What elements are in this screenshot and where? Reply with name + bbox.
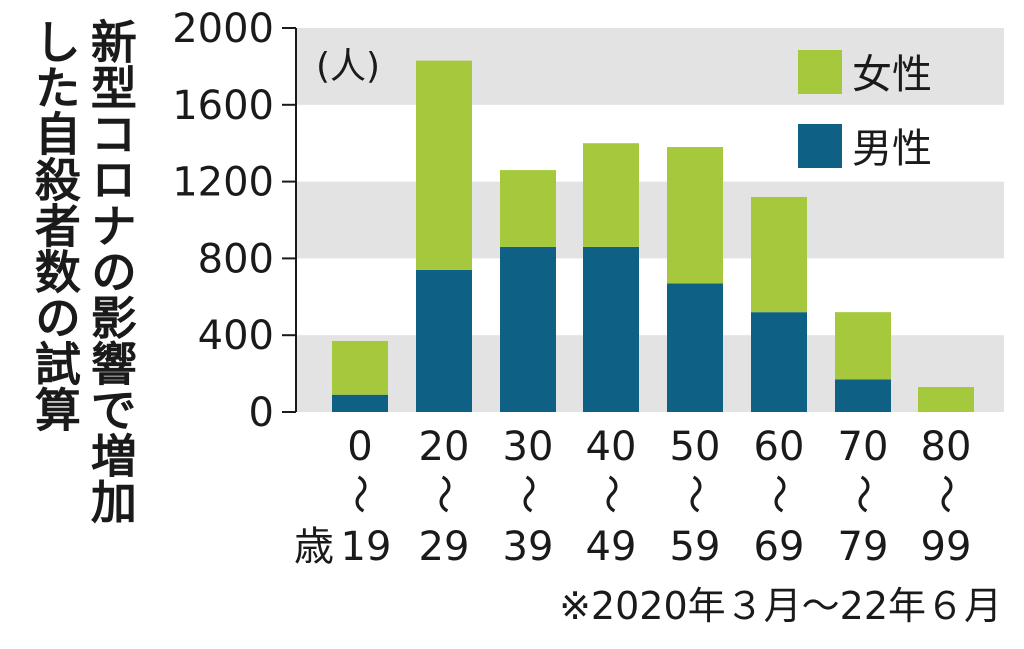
bar-male	[583, 246, 639, 412]
bar-male	[416, 269, 472, 412]
legend-label: 女性	[852, 52, 932, 98]
chart-title-line1: 新型コロナの影響で増加	[83, 18, 138, 524]
x-tick-label-bottom: 79	[838, 524, 889, 570]
x-tick-label-bottom: 19	[341, 524, 392, 570]
bar-female	[751, 196, 807, 313]
bar-female	[500, 170, 556, 247]
bar-male	[835, 379, 891, 412]
x-tick-label-bottom: 29	[419, 524, 470, 570]
x-tick-label-sep: 〜	[755, 474, 801, 514]
x-tick-label-bottom: 59	[670, 524, 721, 570]
x-tick-label-sep: 〜	[504, 474, 550, 514]
legend-label: 男性	[852, 126, 932, 172]
x-tick-label-sep: 〜	[420, 474, 466, 514]
x-tick-label-top: 80	[921, 424, 972, 470]
bar-male	[751, 312, 807, 412]
x-tick-label-bottom: 39	[503, 524, 554, 570]
grid-band	[296, 335, 1004, 412]
bar-female	[416, 60, 472, 270]
legend-swatch	[798, 50, 842, 94]
x-tick-label-bottom: 99	[921, 524, 972, 570]
x-tick-label-sep: 〜	[671, 474, 717, 514]
bar-female	[667, 147, 723, 284]
y-tick-label: 0	[249, 390, 274, 436]
x-tick-label-sep: 〜	[922, 474, 968, 514]
legend-swatch	[798, 124, 842, 168]
x-tick-label-top: 60	[754, 424, 805, 470]
x-tick-label-bottom: 49	[586, 524, 637, 570]
x-tick-label-top: 30	[503, 424, 554, 470]
x-tick-label-top: 50	[670, 424, 721, 470]
y-unit-label: (人)	[316, 46, 380, 87]
x-tick-label-top: 0	[347, 424, 372, 470]
x-tick-label-top: 40	[586, 424, 637, 470]
x-axis-unit-label: 歳	[294, 524, 334, 570]
grid-band	[296, 181, 1004, 259]
y-tick-label: 1600	[172, 83, 274, 129]
y-tick-label: 800	[198, 236, 274, 282]
y-tick-label: 2000	[172, 6, 274, 52]
x-tick-label-sep: 〜	[839, 474, 885, 514]
x-tick-label-sep: 〜	[336, 474, 382, 514]
bar-female	[332, 340, 388, 395]
period-note: ※2020年３月〜22年６月	[559, 584, 1002, 628]
bar-male	[500, 246, 556, 412]
bar-male	[332, 394, 388, 412]
x-tick-label-top: 20	[419, 424, 470, 470]
y-tick-label: 400	[198, 313, 274, 359]
x-tick-label-top: 70	[838, 424, 889, 470]
x-tick-label-sep: 〜	[587, 474, 633, 514]
bar-female	[835, 312, 891, 380]
x-tick-label-bottom: 69	[754, 524, 805, 570]
bar-female	[918, 387, 974, 412]
y-tick-label: 1200	[172, 160, 274, 206]
bar-male	[667, 283, 723, 412]
chart-title-line2: した自殺者数の試算	[27, 18, 82, 432]
grid-band	[296, 28, 1004, 105]
bar-female	[583, 143, 639, 247]
